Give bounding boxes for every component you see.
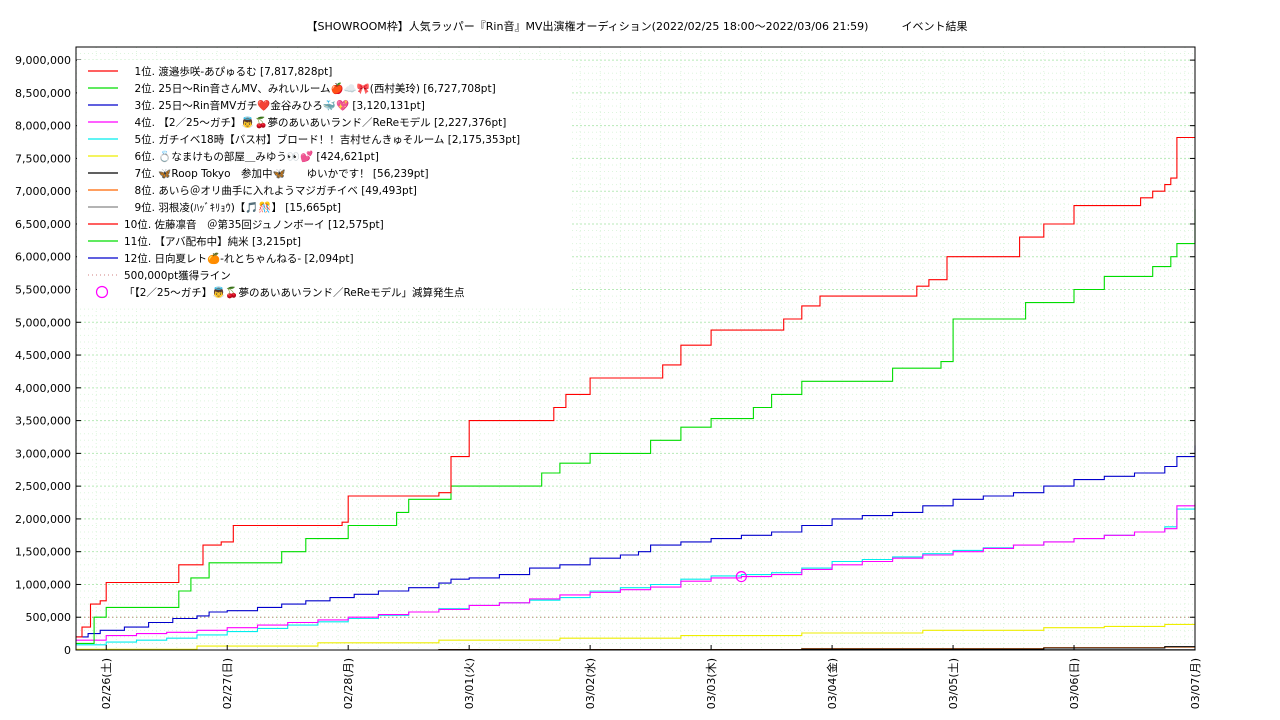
y-tick-label: 7,500,000 (15, 152, 71, 165)
reduction-point-marker (735, 570, 747, 583)
y-tick-label: 3,000,000 (15, 447, 71, 460)
series-line (76, 445, 1196, 638)
x-tick-label: 03/06(日) (1068, 658, 1081, 709)
y-tick-label: 6,000,000 (15, 251, 71, 264)
x-tick-label: 03/05(土) (947, 658, 960, 709)
y-tick-label: 5,000,000 (15, 316, 71, 329)
legend-label: 5位. ガチイベ18時【バス村】ブロード！！吉村せんきゅそルーム [2,175,… (124, 133, 520, 146)
y-tick-label: 2,000,000 (15, 513, 71, 526)
x-tick-label: 02/26(土) (100, 658, 113, 709)
x-tick-label: 03/04(金) (825, 658, 839, 709)
chart-title: 【SHOWROOM枠】人気ラッパー『Rin音』MV出演権オーディション(2022… (307, 19, 968, 33)
legend-label: 10位. 佐藤凛音 ＠第35回ジュノンボーイ [12,575pt] (124, 218, 384, 231)
series-line (76, 507, 1196, 646)
y-tick-label: 4,000,000 (15, 382, 71, 395)
legend-marker-swatch (95, 285, 109, 299)
x-tick-label: 03/01(火) (463, 658, 476, 709)
series-line (76, 208, 1196, 644)
legend-label: 7位. 🦋Roop Tokyo 参加中🦋 ゆいかです！ [56,239pt] (124, 167, 429, 180)
legend-background (77, 60, 572, 308)
legend-label: 4位. 【2／25〜ガチ】👼🍒夢のあいあいランド／ReReモデル [2,227,… (124, 116, 506, 129)
y-tick-label: 3,500,000 (15, 415, 71, 428)
y-axis: 0 500,000 1,000,000 1,500,000 2,000,000 2,500… (15, 54, 1195, 657)
marker-layer (735, 570, 747, 583)
y-tick-label: 1,500,000 (15, 546, 71, 559)
legend-label: 6位. 💍なまけもの部屋＿みゆう👀💕 [424,621pt] (124, 150, 379, 163)
series-line (76, 622, 1196, 650)
legend: 1位. 渡邉歩咲-あぴゅるむ [7,817,828pt] 2位. 25日〜Rin… (77, 60, 572, 308)
legend-label: 9位. 羽根凌(ﾊｯﾞｷﾘｮｳ)【🎵🎊】 [15,665pt] (124, 201, 341, 214)
series-line (76, 136, 1195, 638)
y-tick-label: 9,000,000 (15, 54, 71, 67)
y-tick-label: 6,500,000 (15, 218, 71, 231)
y-tick-label: 8,000,000 (15, 120, 71, 133)
y-tick-label: 5,500,000 (15, 284, 71, 297)
legend-label: 500,000pt獲得ライン (124, 269, 231, 282)
y-tick-label: 2,500,000 (15, 480, 71, 493)
x-tick-label: 03/07(月) (1189, 658, 1202, 709)
y-tick-label: 8,500,000 (15, 87, 71, 100)
plot-frame (75, 46, 1196, 651)
legend-label: 3位. 25日〜Rin音MVガチ❤️金谷みひろ🐳💖 [3,120,131pt] (124, 99, 425, 112)
legend-label: 8位. あいら＠オリ曲手に入れようマジガチイベ [49,493pt] (124, 184, 417, 197)
legend-label: 11位. 【アバ配布中】純米 [3,215pt] (124, 235, 301, 248)
legend-label: 1位. 渡邉歩咲-あぴゅるむ [7,817,828pt] (124, 65, 332, 78)
x-tick-label: 03/03(木) (705, 658, 718, 709)
x-axis: 02/26(土) 02/27(日) 02/28(月) 03/01(火) 03/02(水)… (100, 645, 1202, 709)
series-line (76, 503, 1196, 641)
x-tick-label: 03/02(水) (584, 658, 597, 709)
legend-label: 「【2／25〜ガチ】👼🍒夢のあいあいランド／ReReモデル」減算発生点 (124, 286, 465, 299)
legend-label: 12位. 日向夏レト🍊-れとちゃんねる- [2,094pt] (124, 252, 354, 265)
y-tick-label: 1,000,000 (15, 578, 71, 591)
x-tick-label: 02/27(日) (221, 658, 234, 709)
legend-label: 2位. 25日〜Rin音さんMV、みれいルーム🍎☁️🎀(西村美玲) [6,727… (124, 82, 496, 95)
y-tick-label: 500,000 (26, 611, 72, 624)
y-tick-label: 4,500,000 (15, 349, 71, 362)
x-tick-label: 02/28(月) (342, 658, 355, 709)
y-tick-label: 7,000,000 (15, 185, 71, 198)
y-tick-label: 0 (64, 644, 71, 657)
